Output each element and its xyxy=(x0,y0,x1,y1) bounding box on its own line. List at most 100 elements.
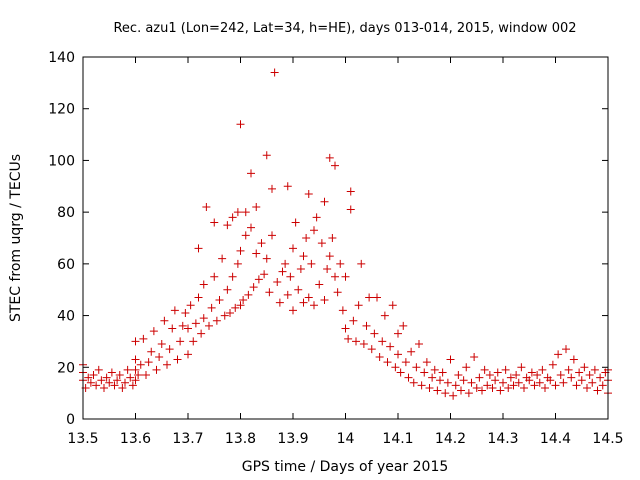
data-point xyxy=(559,378,568,387)
data-point xyxy=(391,363,400,372)
data-point xyxy=(415,340,423,349)
data-point xyxy=(307,259,316,268)
data-point xyxy=(412,363,421,372)
data-point xyxy=(241,208,250,217)
data-point xyxy=(493,368,502,377)
data-point xyxy=(270,68,279,77)
data-point xyxy=(320,197,329,206)
data-point xyxy=(168,324,177,333)
data-point xyxy=(257,239,266,248)
data-point xyxy=(346,205,355,214)
data-point xyxy=(283,182,292,191)
data-point xyxy=(163,360,171,369)
data-point xyxy=(352,337,360,346)
data-point xyxy=(142,371,150,380)
data-point xyxy=(265,288,274,297)
data-point xyxy=(244,290,253,299)
data-point xyxy=(425,383,434,392)
data-point xyxy=(178,321,187,330)
data-point xyxy=(110,381,119,390)
data-point xyxy=(331,161,339,170)
data-point xyxy=(89,371,98,380)
data-point xyxy=(407,347,416,356)
data-point xyxy=(323,265,332,274)
data-point xyxy=(541,383,549,392)
data-point xyxy=(191,319,200,328)
data-point xyxy=(588,378,597,387)
data-point xyxy=(446,355,455,364)
data-point xyxy=(551,381,560,390)
x-tick-label: 14.1 xyxy=(382,431,413,447)
x-axis-label: GPS time / Days of year 2015 xyxy=(242,459,449,475)
data-point xyxy=(433,386,442,395)
data-point xyxy=(147,347,156,356)
y-tick-label: 0 xyxy=(66,412,75,428)
data-point xyxy=(546,376,555,385)
data-point xyxy=(454,371,463,380)
data-point xyxy=(304,293,313,302)
data-point xyxy=(160,316,169,325)
data-point xyxy=(590,365,599,374)
data-point xyxy=(100,383,108,392)
data-point xyxy=(504,383,513,392)
data-point xyxy=(396,368,405,377)
data-point xyxy=(299,252,308,261)
data-point xyxy=(205,321,213,330)
data-point xyxy=(92,381,101,390)
data-point xyxy=(210,272,219,281)
data-point xyxy=(459,376,468,385)
data-point xyxy=(417,381,426,390)
data-point xyxy=(176,337,185,346)
data-point xyxy=(441,389,450,398)
data-point xyxy=(480,365,489,374)
data-point xyxy=(449,391,458,400)
data-point xyxy=(367,345,376,354)
data-point xyxy=(394,329,402,338)
chart-title: Rec. azu1 (Lon=242, Lat=34, h=HE), days … xyxy=(113,21,576,36)
data-point xyxy=(383,358,392,367)
data-point xyxy=(218,254,227,263)
y-tick-label: 120 xyxy=(48,102,75,118)
data-point xyxy=(97,376,106,385)
data-point xyxy=(139,334,148,343)
data-point xyxy=(388,301,397,310)
data-point xyxy=(325,153,334,162)
data-point xyxy=(239,296,248,305)
data-point xyxy=(499,378,507,387)
data-point xyxy=(399,321,408,330)
data-point xyxy=(470,352,479,361)
data-point xyxy=(331,272,339,281)
data-point xyxy=(121,378,129,387)
data-point xyxy=(362,321,371,330)
data-point xyxy=(564,365,573,374)
data-point xyxy=(472,383,481,392)
data-point xyxy=(333,288,342,297)
data-point xyxy=(436,376,444,385)
data-point xyxy=(128,381,137,390)
data-point xyxy=(294,285,303,294)
data-point xyxy=(194,244,203,253)
data-point xyxy=(197,329,206,338)
data-point xyxy=(215,296,224,305)
data-point xyxy=(485,371,494,380)
data-point xyxy=(525,376,534,385)
data-point xyxy=(501,365,510,374)
data-point xyxy=(341,272,350,281)
data-point xyxy=(184,350,192,359)
data-point xyxy=(506,373,515,382)
data-point xyxy=(567,373,576,382)
data-point xyxy=(241,231,250,240)
data-point xyxy=(170,306,179,315)
x-tick-label: 13.5 xyxy=(67,431,98,447)
data-point xyxy=(228,272,237,281)
data-point xyxy=(378,337,387,346)
data-point xyxy=(102,373,111,382)
data-point xyxy=(401,358,410,367)
data-point xyxy=(467,378,476,387)
data-point xyxy=(457,386,465,395)
data-point xyxy=(149,327,158,336)
data-point xyxy=(354,301,363,310)
data-point xyxy=(409,378,418,387)
y-tick-label: 140 xyxy=(48,50,75,66)
